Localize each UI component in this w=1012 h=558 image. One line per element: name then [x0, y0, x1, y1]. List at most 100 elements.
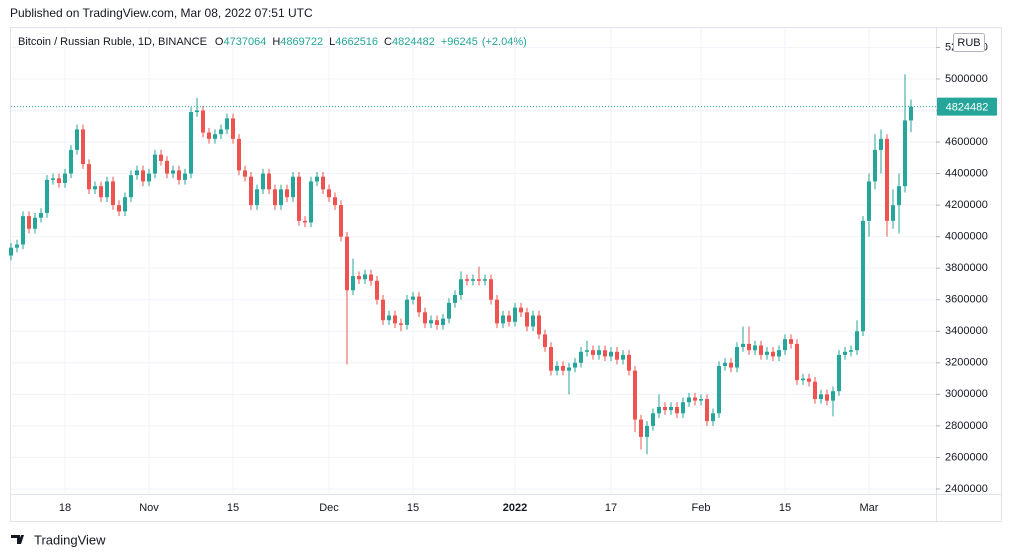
candle-body — [861, 220, 865, 332]
candle-body — [453, 294, 457, 303]
candle-body — [153, 154, 157, 174]
candle-body — [843, 351, 847, 355]
published-note: Published on TradingView.com, Mar 08, 20… — [10, 6, 313, 20]
candle-body — [801, 378, 805, 381]
candle-body — [345, 236, 349, 291]
candle-body — [525, 312, 529, 327]
candle-body — [147, 173, 151, 182]
last-price-box — [937, 97, 997, 116]
candle-body — [795, 343, 799, 381]
candle-body — [705, 399, 709, 422]
x-tick-label: Mar — [860, 502, 879, 514]
x-tick-label: 17 — [605, 502, 617, 514]
candle-body — [867, 181, 871, 221]
candle-body — [15, 244, 19, 248]
candle-body — [807, 378, 811, 382]
candle-body — [285, 189, 289, 198]
candle-body — [69, 149, 73, 174]
y-tick-label: 5000000 — [945, 73, 988, 85]
y-tick-label: 4600000 — [945, 136, 988, 148]
candle-body — [159, 154, 163, 161]
candle-body — [357, 276, 361, 280]
candle-body — [537, 315, 541, 335]
candle-body — [771, 351, 775, 357]
candle-body — [213, 134, 217, 139]
candle-body — [435, 320, 439, 325]
ohlc-value: 4824482 — [392, 36, 435, 48]
candle-body — [813, 381, 817, 400]
logo-mark — [11, 535, 24, 544]
candle-body — [87, 164, 91, 190]
candle-body — [105, 181, 109, 198]
chart-frame — [10, 27, 1002, 522]
candle-body — [663, 406, 667, 411]
y-tick-label: 3000000 — [945, 388, 988, 400]
x-tick-label: 18 — [59, 502, 71, 514]
candle-body — [201, 110, 205, 133]
candle-body — [837, 354, 841, 392]
y-tick-label: 2800000 — [945, 420, 988, 432]
change: +96245 — [441, 36, 478, 48]
candle-body — [639, 419, 643, 437]
brand: TradingView — [34, 532, 106, 547]
candle-body — [603, 350, 607, 357]
y-tick-label: 4200000 — [945, 199, 988, 211]
candle-body — [57, 178, 61, 184]
candle-body — [363, 274, 367, 280]
candle-body — [555, 365, 559, 371]
candle-body — [753, 345, 757, 351]
candle-body — [63, 173, 67, 184]
candle-body — [351, 276, 355, 291]
y-tick-label: 3800000 — [945, 262, 988, 274]
candle-body — [243, 170, 247, 177]
x-tick-label: Nov — [139, 502, 159, 514]
candle-body — [369, 274, 373, 281]
candle-body — [693, 397, 697, 401]
candle-body — [621, 354, 625, 360]
candle-body — [135, 170, 139, 176]
legend: Bitcoin / Russian Ruble, 1D, BINANCE O473… — [18, 36, 527, 48]
candle-body — [27, 216, 31, 229]
candle-body — [177, 170, 181, 180]
y-tick-label: 3400000 — [945, 325, 988, 337]
candle-body — [741, 343, 745, 348]
candle-body — [531, 315, 535, 327]
candle-body — [543, 334, 547, 348]
candle-body — [819, 394, 823, 400]
candle-body — [387, 315, 391, 321]
candle-body — [495, 299, 499, 324]
candle-body — [561, 365, 565, 371]
candle-body — [111, 181, 115, 206]
candle-body — [885, 138, 889, 221]
candle-body — [489, 279, 493, 300]
candle-body — [681, 402, 685, 414]
candle-body — [267, 173, 271, 190]
candle-body — [75, 129, 79, 150]
candle-body — [591, 350, 595, 355]
last-price-label: 4824482 — [946, 102, 989, 114]
candle-body — [117, 205, 121, 212]
candle-body — [765, 351, 769, 355]
candle-body — [897, 186, 901, 206]
candle-body — [39, 212, 43, 218]
candle-body — [273, 189, 277, 206]
candle-body — [669, 406, 673, 411]
candle-body — [699, 399, 703, 401]
candle-body — [93, 186, 97, 190]
candle-body — [207, 132, 211, 139]
candle-body — [909, 106, 913, 121]
candle-body — [339, 205, 343, 237]
candle-body — [393, 315, 397, 324]
candle-body — [399, 323, 403, 325]
ohlc-value: 4869722 — [280, 36, 323, 48]
candle-body — [729, 362, 733, 368]
axes: 2400000 2600000 2800000 3000000 3200000 34000… — [11, 41, 997, 514]
candle-body — [9, 247, 13, 256]
x-tick-label: Dec — [319, 502, 339, 514]
candle-body — [279, 189, 283, 206]
candle-body — [291, 176, 295, 198]
candle-body — [657, 406, 661, 414]
currency: RUB — [957, 37, 980, 49]
candle-body — [183, 173, 187, 180]
